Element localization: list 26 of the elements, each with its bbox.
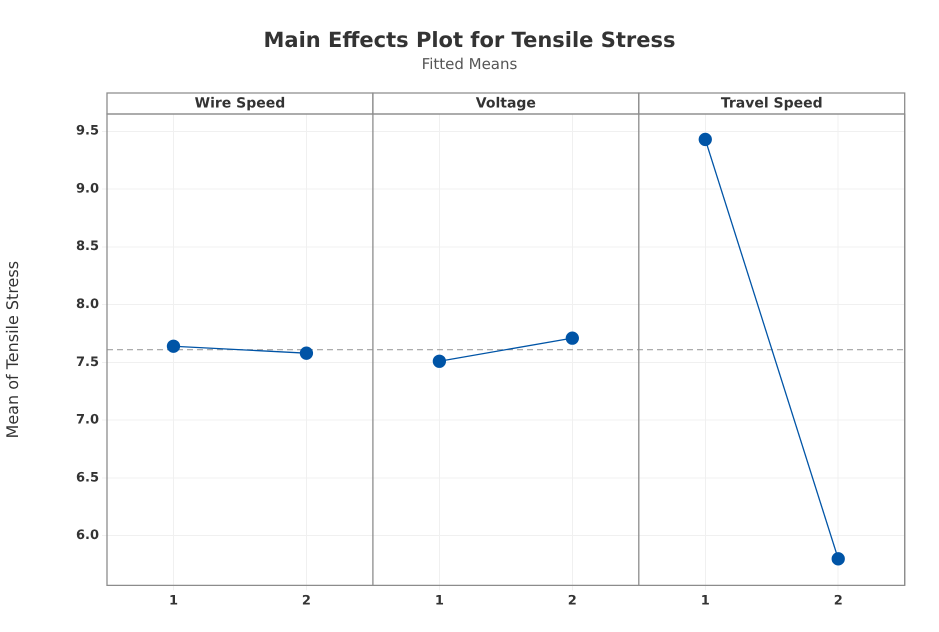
point	[832, 552, 845, 566]
text: Voltage	[476, 96, 536, 112]
text: Travel Speed	[720, 96, 823, 112]
x-tick-label: 1	[700, 594, 710, 609]
point	[698, 132, 712, 146]
x-tick-label: 2	[568, 594, 577, 609]
point	[166, 340, 180, 353]
y-tick-label: 7.5	[76, 354, 99, 370]
chart-subtitle: Fitted Means	[420, 54, 518, 74]
y-tick-label: 9.5	[76, 124, 99, 139]
y-axis-title: Mean of Tensile Stress	[2, 260, 22, 438]
y-tick-label: 8.0	[76, 297, 99, 312]
x-tick-label: 2	[834, 594, 843, 609]
x-tick-label: 1	[434, 594, 444, 609]
y-tick-label: 9.0	[76, 181, 99, 196]
y-tick-label: 6.0	[76, 528, 99, 544]
point	[432, 354, 446, 368]
x-tick-label: 1	[168, 594, 178, 609]
point	[300, 346, 314, 360]
text: Wire Speed	[194, 96, 286, 112]
y-tick-label: 8.5	[76, 239, 99, 254]
point	[566, 331, 579, 345]
x-tick-label: 2	[302, 594, 311, 609]
chart-title: Main Effects Plot for Tensile Stress	[262, 27, 676, 54]
y-tick-label: 7.0	[76, 412, 99, 428]
y-tick-label: 6.5	[76, 470, 99, 486]
